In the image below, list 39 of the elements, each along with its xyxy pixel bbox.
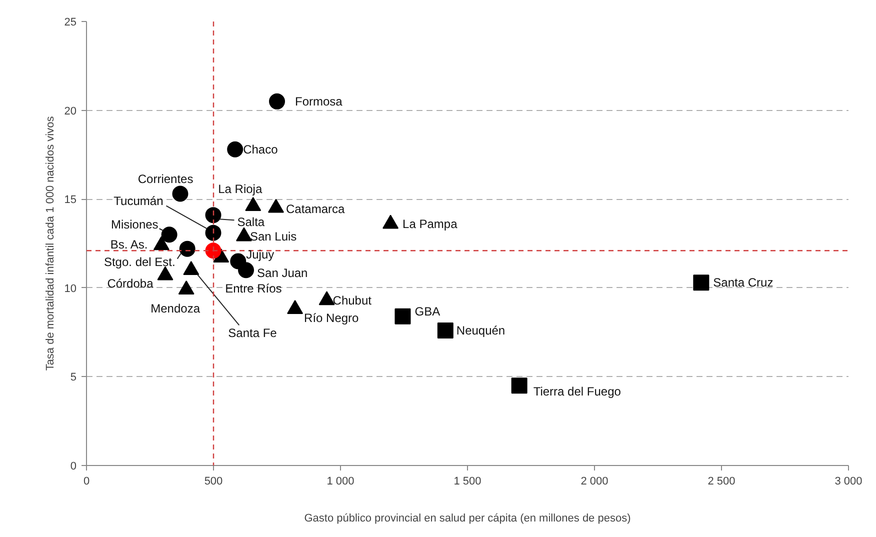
y-tick-label: 15 <box>64 194 77 206</box>
annotation: Corrientes <box>138 172 194 186</box>
annotation: Salta <box>237 215 265 230</box>
annotation: Córdoba <box>107 276 154 290</box>
annotation: Chubut <box>332 293 372 308</box>
annotation: Bs. As. <box>110 237 148 252</box>
annotation: Entre Ríos <box>225 282 282 296</box>
annotation: Catamarca <box>286 202 345 216</box>
annotation: Mendoza <box>150 302 200 316</box>
annotation: Santa Cruz <box>713 276 774 290</box>
y-tick-label: 10 <box>64 282 77 295</box>
x-axis-title: Gasto público provincial en salud per cápita (en millones de pesos) <box>304 512 631 524</box>
x-tick-label: 1 500 <box>454 476 482 488</box>
x-tick-label: 0 <box>83 476 90 488</box>
annotation: Neuquén <box>456 324 506 338</box>
x-tick-label: 1 000 <box>326 476 354 488</box>
annotation: La Pampa <box>402 216 458 231</box>
x-tick-label: 500 <box>204 476 223 488</box>
annotation: Formosa <box>295 94 343 108</box>
annotation: San Juan <box>257 266 308 280</box>
annotation: Tierra del Fuego <box>533 384 622 399</box>
annotation: Chaco <box>243 142 278 156</box>
annotation: Stgo. del Est. <box>104 254 176 269</box>
annotation: Misiones <box>110 218 158 232</box>
annotation: Jujuy <box>246 247 274 262</box>
y-tick-label: 25 <box>64 16 77 28</box>
y-axis-title: Tasa de mortalidad infantil cada 1 000 nacidos vivos <box>44 116 56 371</box>
annotation: Santa Fe <box>228 326 278 340</box>
annotation: La Rioja <box>218 182 262 196</box>
annotation: GBA <box>414 304 440 318</box>
y-tick-label: 0 <box>70 460 77 472</box>
y-tick-label: 20 <box>64 105 77 118</box>
annotation: Río Negro <box>304 311 360 326</box>
x-tick-label: 2 000 <box>580 476 608 488</box>
x-tick-label: 2 500 <box>708 476 736 488</box>
y-tick-label: 5 <box>70 372 77 384</box>
x-tick-label: 3 000 <box>834 476 862 488</box>
annotation: Tucumán <box>114 194 164 208</box>
annotation: San Luis <box>250 229 297 244</box>
